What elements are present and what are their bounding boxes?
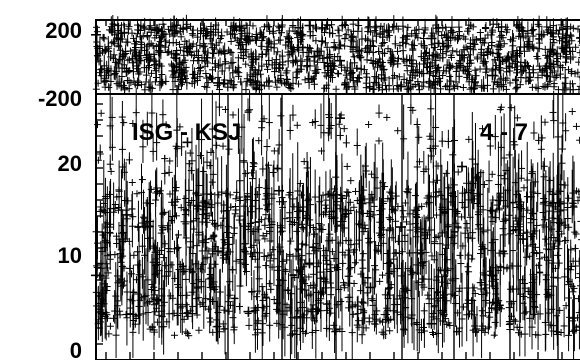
- bottom-panel: 20 10 0 ISG - KSJ 4 - 7: [58, 70, 580, 360]
- data-point: [335, 55, 345, 66]
- top-data-marks: [91, 14, 580, 94]
- data-point: [365, 282, 376, 293]
- data-point: [213, 246, 223, 257]
- top-ytick-neg200: -200: [38, 86, 82, 111]
- top-ytick-200: 200: [45, 18, 82, 43]
- bottom-plot-frame: [95, 93, 580, 360]
- bottom-data-marks: [91, 70, 580, 360]
- data-point: [426, 318, 437, 329]
- bottom-ytick-0: 0: [70, 338, 82, 360]
- data-point: [152, 24, 162, 35]
- data-point: [396, 222, 406, 232]
- bottom-ytick-20: 20: [58, 151, 82, 176]
- measurement-cloud: [92, 14, 580, 94]
- bottom-ytick-10: 10: [58, 243, 82, 268]
- measurement-cloud: [92, 70, 580, 360]
- period-band-label: 4 - 7: [480, 119, 528, 146]
- data-point: [457, 161, 467, 172]
- data-point: [182, 137, 193, 148]
- station-pair-label: ISG - KSJ: [132, 119, 241, 146]
- top-panel: 200 -200: [38, 14, 580, 111]
- axis-ticks: [96, 20, 563, 360]
